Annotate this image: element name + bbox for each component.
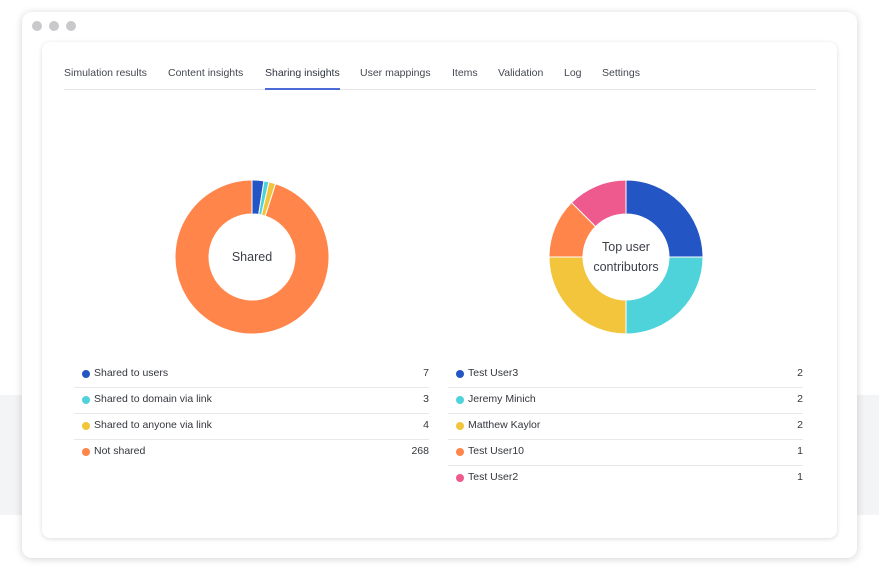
tab-user-mappings[interactable]: User mappings: [360, 67, 431, 79]
legend-color-dot: [82, 422, 90, 430]
tab-bar: Simulation results Content insights Shar…: [64, 67, 816, 90]
legend-row: Test User10 1: [448, 440, 803, 466]
insights-panel: Simulation results Content insights Shar…: [42, 42, 837, 538]
legend-row: Test User3 2: [448, 362, 803, 388]
legend-value: 2: [797, 393, 803, 405]
sharing-slice-not-shared[interactable]: [174, 179, 330, 335]
legend-value: 268: [411, 445, 429, 457]
legend-row: Not shared 268: [74, 440, 429, 465]
legend-label: Shared to domain via link: [94, 393, 212, 405]
legend-color-dot: [82, 448, 90, 456]
legend-color-dot: [456, 370, 464, 378]
tab-simulation-results[interactable]: Simulation results: [64, 67, 147, 79]
window-maximize-dot[interactable]: [66, 21, 76, 31]
legend-label: Test User2: [468, 471, 519, 483]
sharing-legend: Shared to users 7 Shared to domain via l…: [74, 362, 429, 465]
legend-value: 1: [797, 445, 803, 457]
tab-settings[interactable]: Settings: [602, 67, 640, 79]
legend-color-dot: [82, 370, 90, 378]
legend-value: 3: [423, 393, 429, 405]
legend-color-dot: [456, 422, 464, 430]
legend-row: Shared to domain via link 3: [74, 388, 429, 414]
legend-row: Shared to anyone via link 4: [74, 414, 429, 440]
legend-label: Jeremy Minich: [468, 393, 536, 405]
legend-color-dot: [82, 396, 90, 404]
sharing-donut-chart: Shared: [172, 177, 332, 337]
legend-value: 1: [797, 471, 803, 483]
legend-row: Shared to users 7: [74, 362, 429, 388]
tab-log[interactable]: Log: [564, 67, 582, 79]
legend-label: Matthew Kaylor: [468, 419, 541, 431]
tab-content-insights[interactable]: Content insights: [168, 67, 244, 79]
legend-row: Jeremy Minich 2: [448, 388, 803, 414]
contributors-donut-chart: Top user contributors: [546, 177, 706, 337]
legend-value: 4: [423, 419, 429, 431]
legend-value: 7: [423, 367, 429, 379]
contributors-legend: Test User3 2 Jeremy Minich 2 Matthew Kay…: [448, 362, 803, 491]
legend-label: Not shared: [94, 445, 146, 457]
tab-items[interactable]: Items: [452, 67, 478, 79]
sharing-center-label: Shared: [231, 250, 273, 264]
tab-sharing-insights[interactable]: Sharing insights: [265, 67, 340, 90]
legend-label: Test User3: [468, 367, 519, 379]
contributors-center-label: Top user contributors: [593, 240, 659, 274]
legend-color-dot: [456, 396, 464, 404]
app-window: Simulation results Content insights Shar…: [22, 12, 857, 558]
tab-validation[interactable]: Validation: [498, 67, 544, 79]
legend-label: Shared to users: [94, 367, 169, 379]
legend-label: Shared to anyone via link: [94, 419, 212, 431]
legend-value: 2: [797, 419, 803, 431]
legend-row: Matthew Kaylor 2: [448, 414, 803, 440]
contributors-slice-test-user2[interactable]: [570, 179, 627, 228]
legend-color-dot: [456, 448, 464, 456]
legend-row: Test User2 1: [448, 466, 803, 491]
window-close-dot[interactable]: [32, 21, 42, 31]
legend-value: 2: [797, 367, 803, 379]
legend-color-dot: [456, 474, 464, 482]
window-minimize-dot[interactable]: [49, 21, 59, 31]
legend-label: Test User10: [468, 445, 525, 457]
